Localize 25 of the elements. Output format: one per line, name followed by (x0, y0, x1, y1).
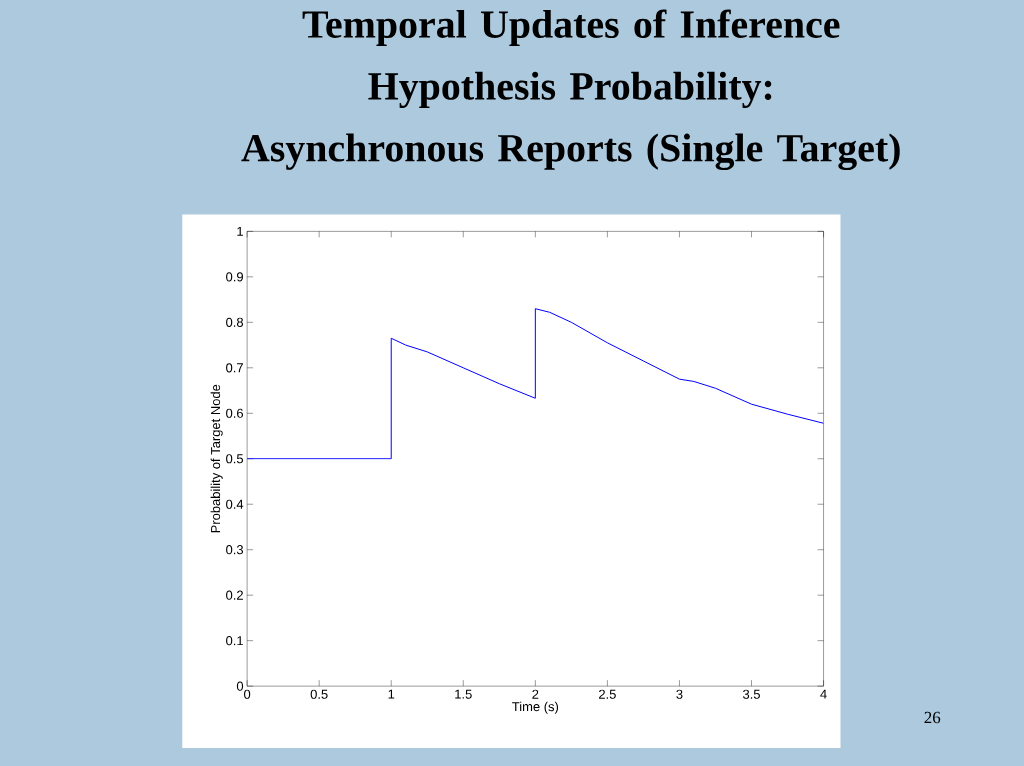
y-tick-label: 0.5 (226, 454, 244, 464)
y-axis-title: Probability of Target Node (210, 384, 223, 533)
y-tick-label: 1 (237, 226, 243, 236)
y-tick-label: 0.1 (226, 636, 243, 646)
x-tick-label: 1 (388, 689, 395, 699)
x-axis-title: Time (s) (512, 701, 559, 714)
y-tick-label: 0.7 (226, 363, 243, 373)
x-tick-label: 0.5 (310, 689, 328, 699)
y-tick-label: 0.4 (226, 499, 244, 509)
x-tick-label: 3.5 (742, 689, 760, 699)
y-tick-label: 0.2 (226, 590, 243, 600)
y-tick-label: 0.3 (226, 545, 244, 555)
y-tick-label: 0.6 (226, 408, 244, 418)
x-tick-label: 1.5 (455, 689, 472, 699)
x-tick-label: 3 (676, 689, 683, 699)
x-tick-label: 2 (532, 689, 539, 699)
x-tick-label: 2.5 (599, 689, 616, 699)
line-series (247, 308, 824, 460)
y-tick-label: 0 (236, 681, 244, 691)
x-tick-label: 0 (244, 689, 251, 699)
y-tick-label: 0.8 (226, 317, 244, 327)
chart-title: Temporal Updates of Inference Hypothesis Probability: Asynchronous Reports (Single Target) (241, 9, 900, 171)
x-tick-label: 4 (820, 689, 827, 699)
text: 26 (924, 711, 941, 724)
y-tick-label: 0.9 (226, 272, 243, 282)
